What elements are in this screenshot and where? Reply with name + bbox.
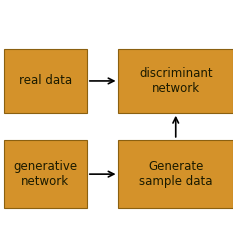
Text: discriminant
network: discriminant network <box>139 67 212 95</box>
Text: generative
network: generative network <box>13 160 78 188</box>
Text: real data: real data <box>19 74 72 87</box>
Text: Generate
sample data: Generate sample data <box>139 160 212 188</box>
FancyBboxPatch shape <box>4 140 87 209</box>
FancyBboxPatch shape <box>118 140 233 209</box>
FancyBboxPatch shape <box>4 49 87 113</box>
FancyBboxPatch shape <box>118 49 233 113</box>
